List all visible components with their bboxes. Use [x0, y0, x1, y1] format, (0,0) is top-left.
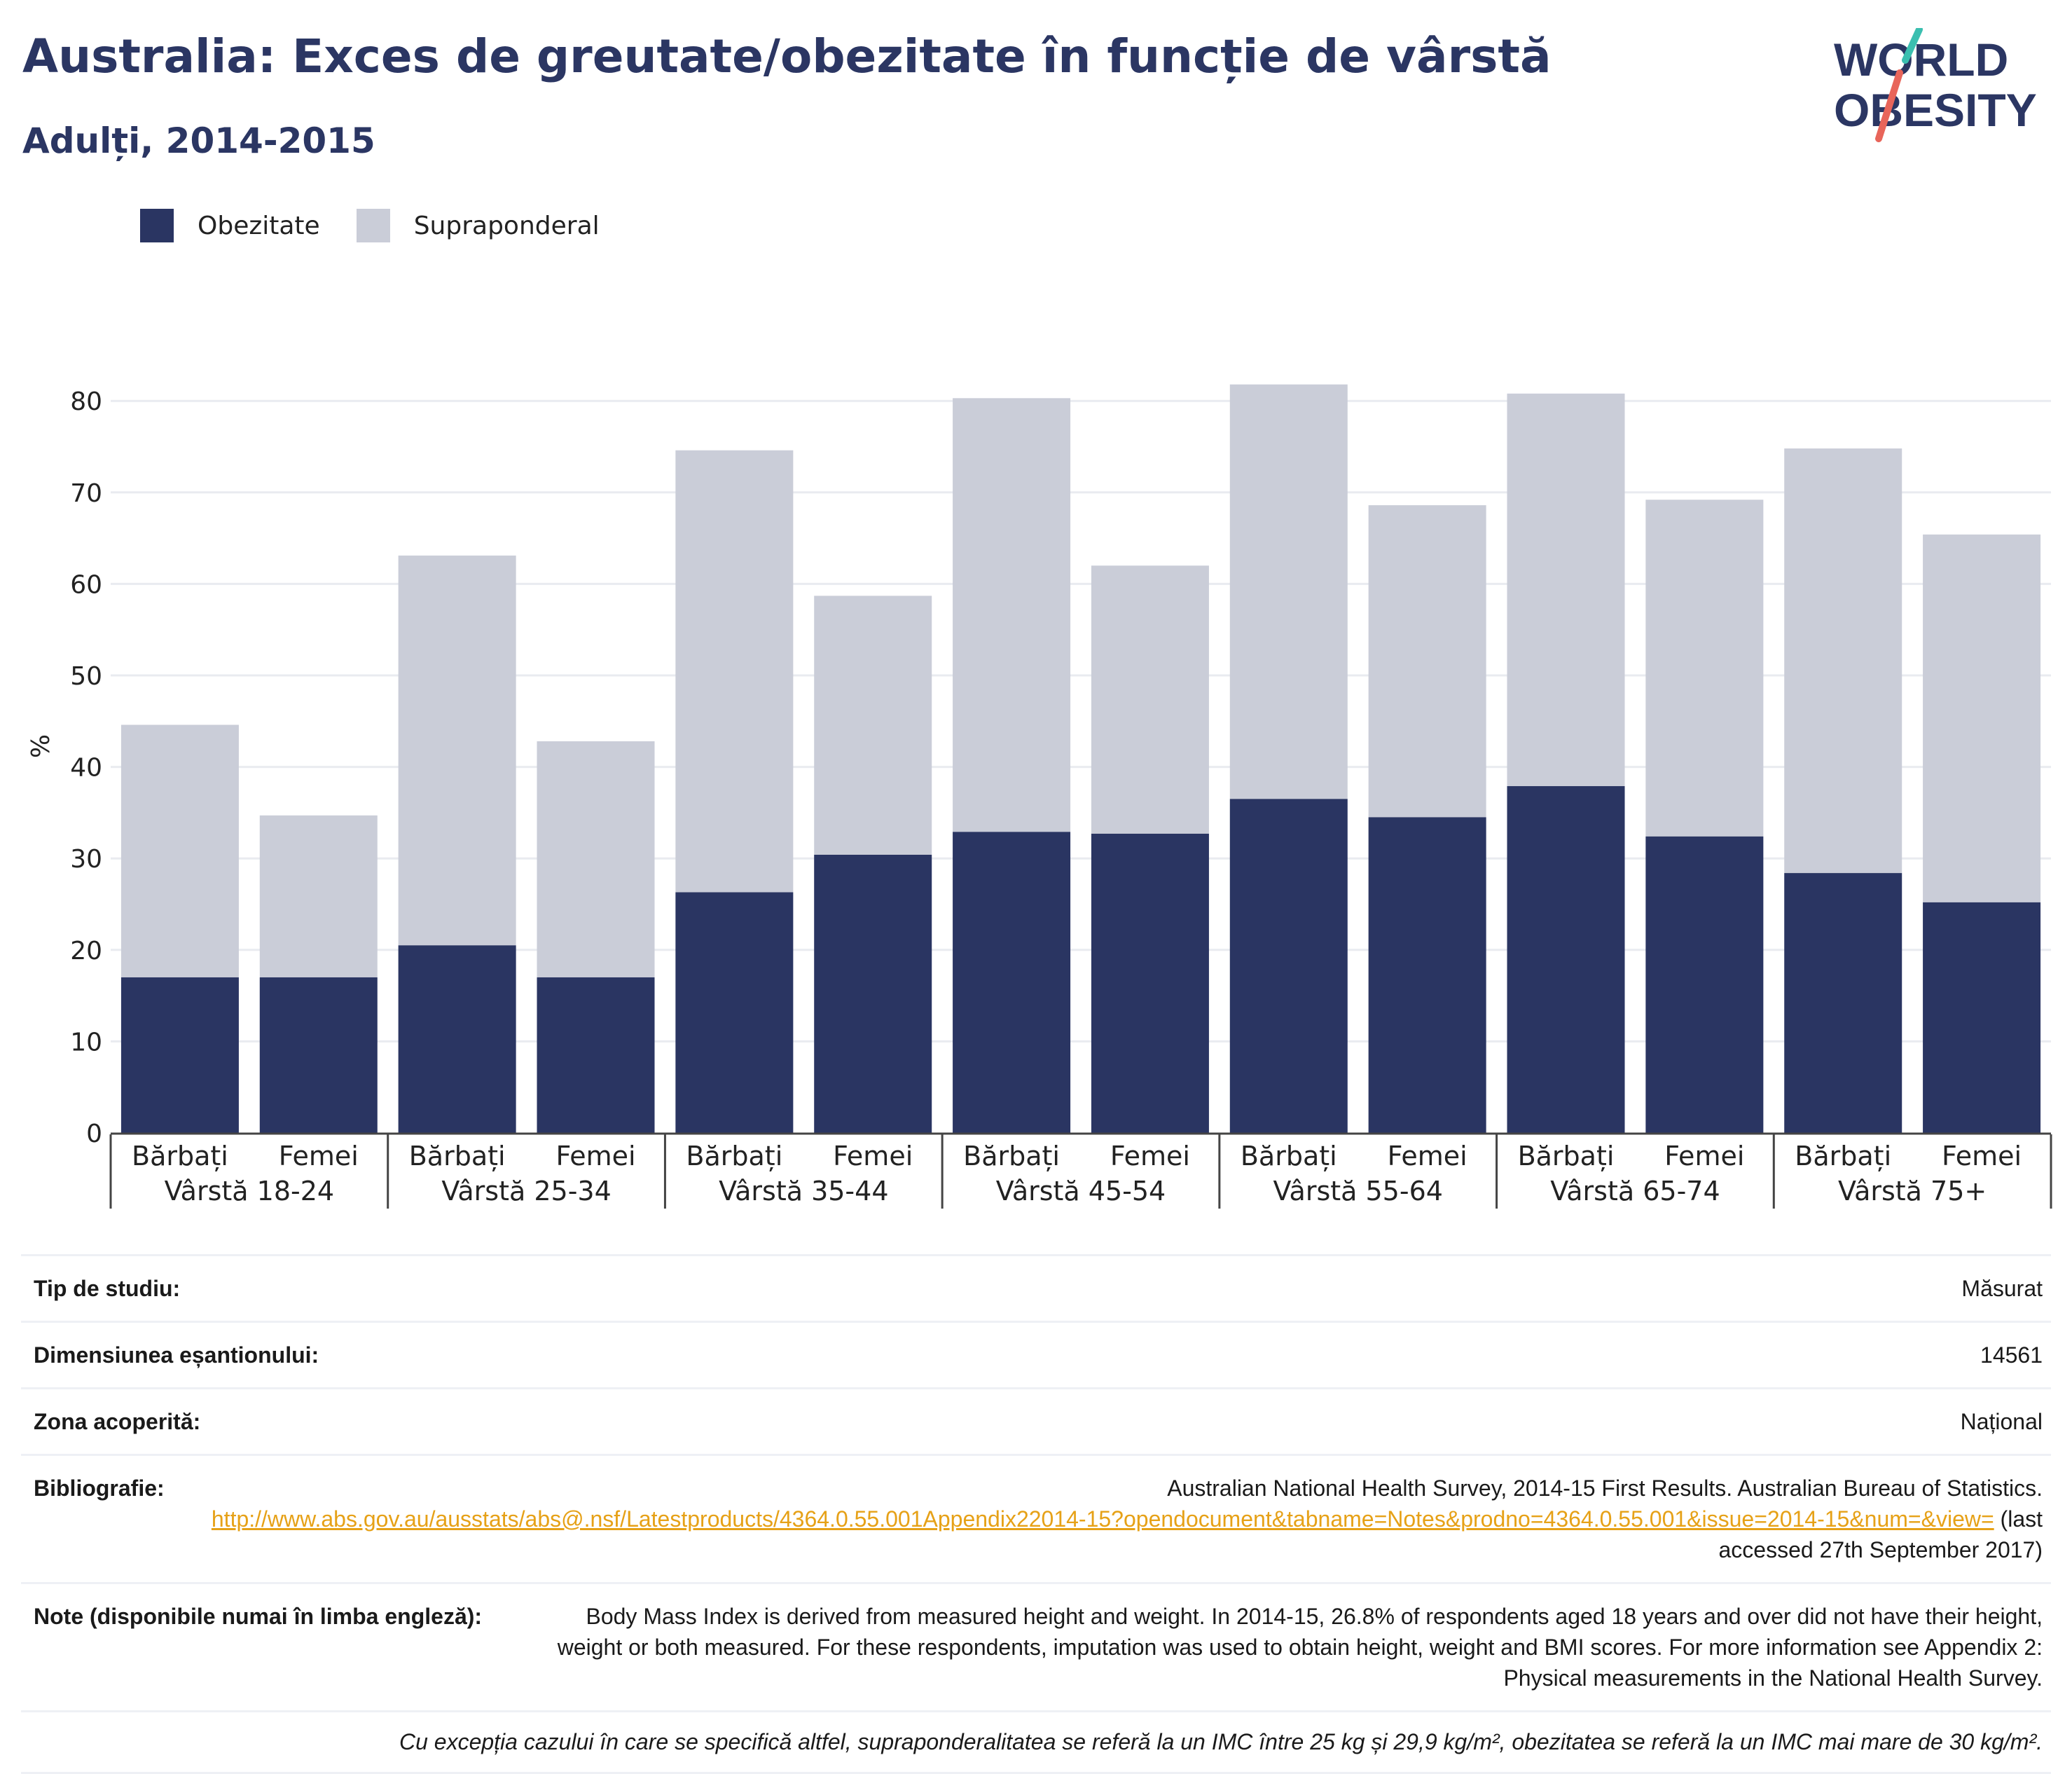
x-category-label: Femei — [833, 1141, 913, 1171]
logo-line2: OBESITY — [1834, 84, 2037, 136]
bar-overweight — [1923, 534, 2041, 902]
bar-obesity — [1507, 786, 1625, 1133]
x-category-label: Bărbați — [963, 1141, 1060, 1171]
bar-overweight — [814, 596, 932, 855]
x-group-label: Vârstă 25-34 — [441, 1176, 611, 1206]
info-label: Dimensiunea eșantionului: — [34, 1342, 319, 1368]
x-category-label: Femei — [1942, 1141, 2022, 1171]
bar-obesity — [675, 892, 794, 1133]
y-tick-label: 70 — [70, 479, 102, 508]
legend-swatch-obesity — [140, 209, 174, 242]
logo-red-slash — [1875, 69, 1903, 142]
y-axis-label: % — [27, 734, 55, 758]
x-category-label: Femei — [1664, 1141, 1744, 1171]
bar-overweight — [259, 815, 378, 977]
x-category-label: Bărbați — [1518, 1141, 1615, 1171]
bar-obesity — [120, 977, 239, 1133]
x-group-label: Vârstă 55-64 — [1273, 1176, 1442, 1206]
legend-label-obesity: Obezitate — [198, 211, 320, 240]
notes-value: Body Mass Index is derived from measured… — [557, 1604, 2043, 1691]
bar-overweight — [675, 450, 794, 893]
legend-item-obesity: Obezitate — [140, 209, 320, 242]
bar-obesity — [1645, 836, 1764, 1133]
info-label: Zona acoperită: — [34, 1409, 201, 1434]
x-group-label: Vârstă 35-44 — [719, 1176, 888, 1206]
info-row-sample-size: Dimensiunea eșantionului: 14561 — [21, 1321, 2051, 1387]
bibliography-text: Australian National Health Survey, 2014-… — [1167, 1476, 2043, 1501]
y-tick-label: 30 — [70, 845, 102, 874]
logo-line1: WORLD — [1834, 34, 2008, 85]
bar-overweight — [120, 724, 239, 977]
bar-overweight — [1091, 565, 1209, 834]
logo-teal-slash — [1902, 26, 1923, 64]
x-category-label: Femei — [1110, 1141, 1190, 1171]
x-category-label: Bărbați — [686, 1141, 782, 1171]
y-tick-label: 80 — [70, 387, 102, 416]
bar-obesity — [259, 977, 378, 1133]
bibliography-link[interactable]: http://www.abs.gov.au/ausstats/abs@.nsf/… — [211, 1506, 1994, 1532]
x-category-label: Bărbați — [409, 1141, 506, 1171]
bar-overweight — [1507, 393, 1625, 787]
legend-swatch-overweight — [356, 209, 390, 242]
x-category-label: Bărbați — [1241, 1141, 1337, 1171]
y-tick-label: 40 — [70, 754, 102, 783]
bar-overweight — [953, 398, 1071, 832]
y-tick-label: 60 — [70, 570, 102, 599]
bar-obesity — [1923, 902, 2041, 1133]
legend-label-overweight: Supraponderal — [413, 211, 600, 240]
x-group-label: Vârstă 75+ — [1838, 1176, 1987, 1206]
bar-overweight — [537, 741, 655, 977]
page-title: Australia: Exces de greutate/obezitate î… — [22, 29, 1552, 83]
x-group-label: Vârstă 18-24 — [165, 1176, 334, 1206]
info-value: Măsurat — [1961, 1276, 2043, 1301]
x-category-label: Femei — [1388, 1141, 1467, 1171]
x-category-label: Femei — [279, 1141, 359, 1171]
stacked-bar-chart: 0 10 20 30 40 50 60 70 80% Bărbați Femei Bărbați Fem… — [27, 384, 2052, 1209]
x-category-label: Femei — [555, 1141, 635, 1171]
world-obesity-logo: WORLD OBESITY — [1821, 26, 2059, 147]
definition-footnote: Cu excepția cazului în care se specifică… — [21, 1710, 2051, 1774]
bar-obesity — [537, 977, 655, 1133]
info-row-notes: Note (disponibile numai în limba engleză… — [21, 1582, 2051, 1710]
info-row-bibliography: Bibliografie: Australian National Health… — [21, 1454, 2051, 1582]
chart-legend: Obezitate Supraponderal — [140, 209, 636, 242]
y-tick-label: 20 — [70, 937, 102, 965]
x-category-label: Bărbați — [1795, 1141, 1891, 1171]
bibliography-accessed: (last accessed 27th September 2017) — [1718, 1506, 2043, 1562]
bar-obesity — [1368, 817, 1486, 1133]
bar-overweight — [1229, 384, 1348, 799]
bar-obesity — [1784, 873, 1902, 1133]
info-label: Bibliografie: — [34, 1476, 165, 1501]
y-tick-label: 50 — [70, 662, 102, 691]
bar-obesity — [1229, 799, 1348, 1133]
info-label: Note (disponibile numai în limba engleză… — [34, 1604, 483, 1629]
y-tick-label: 0 — [86, 1120, 102, 1148]
info-value: Național — [1960, 1409, 2043, 1434]
bar-overweight — [1645, 500, 1764, 837]
info-label: Tip de studiu: — [34, 1276, 181, 1301]
x-group-label: Vârstă 65-74 — [1550, 1176, 1720, 1206]
bar-obesity — [1091, 833, 1209, 1133]
info-row-area: Zona acoperită: Național — [21, 1387, 2051, 1454]
bar-obesity — [814, 854, 932, 1133]
bar-overweight — [398, 555, 516, 946]
study-info-table: Tip de studiu: Măsurat Dimensiunea eșant… — [21, 1254, 2051, 1774]
legend-item-overweight: Supraponderal — [356, 209, 600, 242]
bar-obesity — [398, 945, 516, 1133]
bar-overweight — [1784, 448, 1902, 874]
bar-overweight — [1368, 505, 1486, 818]
info-row-study-type: Tip de studiu: Măsurat — [21, 1254, 2051, 1321]
page-subtitle: Adulți, 2014-2015 — [22, 121, 375, 161]
bibliography-value: Australian National Health Survey, 2014-… — [193, 1473, 2043, 1565]
info-value: 14561 — [1980, 1342, 2043, 1368]
x-category-label: Bărbați — [132, 1141, 228, 1171]
bar-obesity — [953, 832, 1071, 1133]
y-tick-label: 10 — [70, 1028, 102, 1057]
x-group-label: Vârstă 45-54 — [996, 1176, 1166, 1206]
